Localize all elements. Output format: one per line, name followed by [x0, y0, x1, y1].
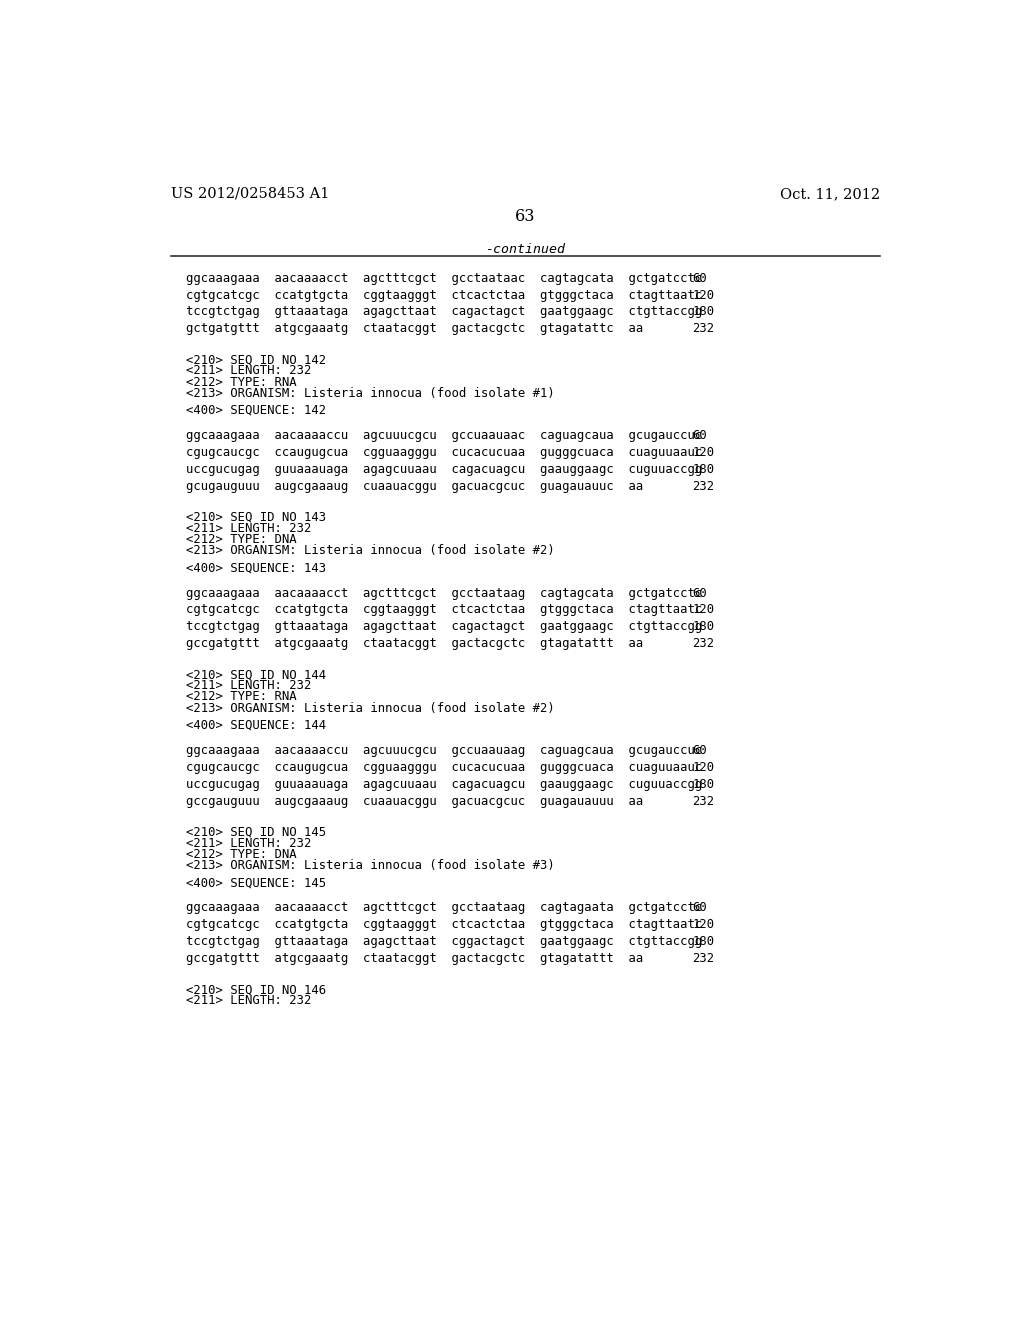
- Text: tccgtctgag  gttaaataga  agagcttaat  cagactagct  gaatggaagc  ctgttaccgg: tccgtctgag gttaaataga agagcttaat cagacta…: [186, 305, 702, 318]
- Text: gccgatgttt  atgcgaaatg  ctaatacggt  gactacgctc  gtagatattt  aa: gccgatgttt atgcgaaatg ctaatacggt gactacg…: [186, 952, 643, 965]
- Text: 60: 60: [692, 586, 707, 599]
- Text: gcugauguuu  augcgaaaug  cuaauacggu  gacuacgcuc  guagauauuc  aa: gcugauguuu augcgaaaug cuaauacggu gacuacg…: [186, 480, 643, 492]
- Text: gccgatgttt  atgcgaaatg  ctaatacggt  gactacgctc  gtagatattt  aa: gccgatgttt atgcgaaatg ctaatacggt gactacg…: [186, 638, 643, 651]
- Text: ggcaaagaaa  aacaaaacct  agctttcgct  gcctaataag  cagtagcata  gctgatcctc: ggcaaagaaa aacaaaacct agctttcgct gcctaat…: [186, 586, 702, 599]
- Text: cgtgcatcgc  ccatgtgcta  cggtaagggt  ctcactctaa  gtgggctaca  ctagttaatc: cgtgcatcgc ccatgtgcta cggtaagggt ctcactc…: [186, 289, 702, 301]
- Text: <213> ORGANISM: Listeria innocua (food isolate #2): <213> ORGANISM: Listeria innocua (food i…: [186, 544, 555, 557]
- Text: <212> TYPE: RNA: <212> TYPE: RNA: [186, 376, 297, 388]
- Text: 232: 232: [692, 952, 715, 965]
- Text: 180: 180: [692, 305, 715, 318]
- Text: US 2012/0258453 A1: US 2012/0258453 A1: [171, 187, 329, 201]
- Text: ggcaaagaaa  aacaaaaccu  agcuuucgcu  gccuaauaac  caguagcaua  gcugauccuc: ggcaaagaaa aacaaaaccu agcuuucgcu gccuaau…: [186, 429, 702, 442]
- Text: 120: 120: [692, 289, 715, 301]
- Text: <212> TYPE: RNA: <212> TYPE: RNA: [186, 690, 297, 704]
- Text: 120: 120: [692, 919, 715, 932]
- Text: 180: 180: [692, 936, 715, 948]
- Text: <400> SEQUENCE: 144: <400> SEQUENCE: 144: [186, 719, 327, 733]
- Text: <211> LENGTH: 232: <211> LENGTH: 232: [186, 837, 311, 850]
- Text: <213> ORGANISM: Listeria innocua (food isolate #3): <213> ORGANISM: Listeria innocua (food i…: [186, 859, 555, 873]
- Text: <210> SEQ ID NO 146: <210> SEQ ID NO 146: [186, 983, 327, 997]
- Text: ggcaaagaaa  aacaaaacct  agctttcgct  gcctaataac  cagtagcata  gctgatcctc: ggcaaagaaa aacaaaacct agctttcgct gcctaat…: [186, 272, 702, 285]
- Text: tccgtctgag  gttaaataga  agagcttaat  cagactagct  gaatggaagc  ctgttaccgg: tccgtctgag gttaaataga agagcttaat cagacta…: [186, 620, 702, 634]
- Text: gctgatgttt  atgcgaaatg  ctaatacggt  gactacgctc  gtagatattc  aa: gctgatgttt atgcgaaatg ctaatacggt gactacg…: [186, 322, 643, 335]
- Text: <212> TYPE: DNA: <212> TYPE: DNA: [186, 847, 297, 861]
- Text: 63: 63: [514, 209, 536, 226]
- Text: <210> SEQ ID NO 144: <210> SEQ ID NO 144: [186, 668, 327, 681]
- Text: 180: 180: [692, 463, 715, 477]
- Text: <213> ORGANISM: Listeria innocua (food isolate #2): <213> ORGANISM: Listeria innocua (food i…: [186, 702, 555, 714]
- Text: <400> SEQUENCE: 143: <400> SEQUENCE: 143: [186, 561, 327, 574]
- Text: <211> LENGTH: 232: <211> LENGTH: 232: [186, 364, 311, 378]
- Text: 120: 120: [692, 603, 715, 616]
- Text: cgtgcatcgc  ccatgtgcta  cggtaagggt  ctcactctaa  gtgggctaca  ctagttaatc: cgtgcatcgc ccatgtgcta cggtaagggt ctcactc…: [186, 919, 702, 932]
- Text: uccgucugag  guuaaauaga  agagcuuaau  cagacuagcu  gaauggaagc  cuguuaccgg: uccgucugag guuaaauaga agagcuuaau cagacua…: [186, 777, 702, 791]
- Text: 232: 232: [692, 795, 715, 808]
- Text: 232: 232: [692, 480, 715, 492]
- Text: 120: 120: [692, 760, 715, 774]
- Text: <212> TYPE: DNA: <212> TYPE: DNA: [186, 533, 297, 546]
- Text: <213> ORGANISM: Listeria innocua (food isolate #1): <213> ORGANISM: Listeria innocua (food i…: [186, 387, 555, 400]
- Text: 60: 60: [692, 744, 707, 756]
- Text: cgugcaucgc  ccaugugcua  cgguaagggu  cucacucuaa  gugggcuaca  cuaguuaauc: cgugcaucgc ccaugugcua cgguaagggu cucacuc…: [186, 760, 702, 774]
- Text: ggcaaagaaa  aacaaaaccu  agcuuucgcu  gccuaauaag  caguagcaua  gcugauccuc: ggcaaagaaa aacaaaaccu agcuuucgcu gccuaau…: [186, 744, 702, 756]
- Text: uccgucugag  guuaaauaga  agagcuuaau  cagacuagcu  gaauggaagc  cuguuaccgg: uccgucugag guuaaauaga agagcuuaau cagacua…: [186, 463, 702, 477]
- Text: cgugcaucgc  ccaugugcua  cgguaagggu  cucacucuaa  gugggcuaca  cuaguuaauc: cgugcaucgc ccaugugcua cgguaagggu cucacuc…: [186, 446, 702, 459]
- Text: <210> SEQ ID NO 145: <210> SEQ ID NO 145: [186, 825, 327, 838]
- Text: 232: 232: [692, 322, 715, 335]
- Text: 180: 180: [692, 777, 715, 791]
- Text: -continued: -continued: [484, 243, 565, 256]
- Text: <211> LENGTH: 232: <211> LENGTH: 232: [186, 521, 311, 535]
- Text: <210> SEQ ID NO 142: <210> SEQ ID NO 142: [186, 354, 327, 366]
- Text: 60: 60: [692, 429, 707, 442]
- Text: 60: 60: [692, 272, 707, 285]
- Text: ggcaaagaaa  aacaaaacct  agctttcgct  gcctaataag  cagtagaata  gctgatcctc: ggcaaagaaa aacaaaacct agctttcgct gcctaat…: [186, 902, 702, 915]
- Text: Oct. 11, 2012: Oct. 11, 2012: [779, 187, 880, 201]
- Text: <210> SEQ ID NO 143: <210> SEQ ID NO 143: [186, 511, 327, 524]
- Text: tccgtctgag  gttaaataga  agagcttaat  cggactagct  gaatggaagc  ctgttaccgg: tccgtctgag gttaaataga agagcttaat cggacta…: [186, 936, 702, 948]
- Text: <211> LENGTH: 232: <211> LENGTH: 232: [186, 994, 311, 1007]
- Text: <400> SEQUENCE: 145: <400> SEQUENCE: 145: [186, 876, 327, 890]
- Text: 180: 180: [692, 620, 715, 634]
- Text: <400> SEQUENCE: 142: <400> SEQUENCE: 142: [186, 404, 327, 417]
- Text: 232: 232: [692, 638, 715, 651]
- Text: cgtgcatcgc  ccatgtgcta  cggtaagggt  ctcactctaa  gtgggctaca  ctagttaatc: cgtgcatcgc ccatgtgcta cggtaagggt ctcactc…: [186, 603, 702, 616]
- Text: gccgauguuu  augcgaaaug  cuaauacggu  gacuacgcuc  guagauauuu  aa: gccgauguuu augcgaaaug cuaauacggu gacuacg…: [186, 795, 643, 808]
- Text: 60: 60: [692, 902, 707, 915]
- Text: <211> LENGTH: 232: <211> LENGTH: 232: [186, 680, 311, 692]
- Text: 120: 120: [692, 446, 715, 459]
